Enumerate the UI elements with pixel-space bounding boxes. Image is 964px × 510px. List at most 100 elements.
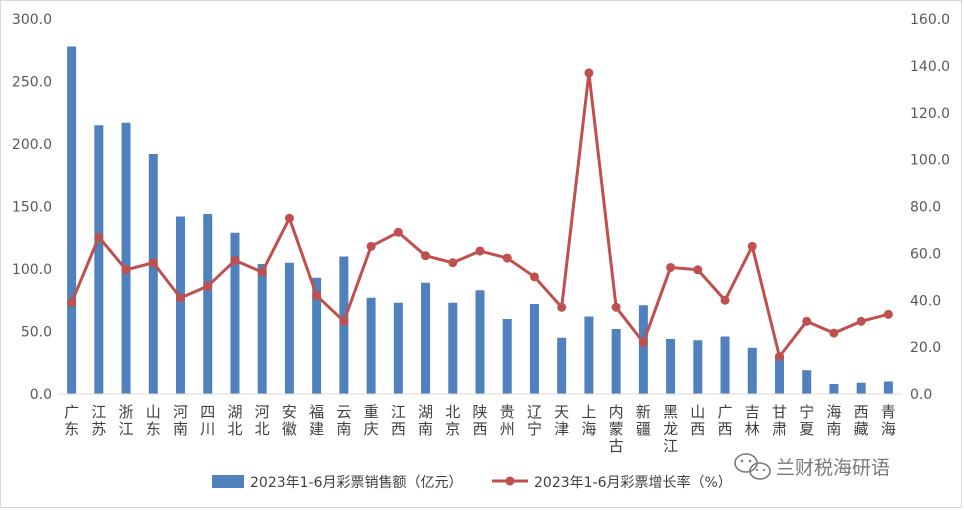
category-label: 浙江 [119, 403, 134, 438]
legend-bar-swatch [212, 475, 244, 488]
bar [611, 329, 621, 394]
category-label: 宁夏 [799, 403, 814, 438]
category-label: 江苏 [91, 403, 106, 438]
category-label: 江西 [391, 403, 406, 438]
category-label: 四川 [200, 403, 215, 438]
growth-point [883, 309, 893, 319]
category-label: 河南 [173, 403, 188, 438]
bar [883, 381, 893, 394]
right-tick-label: 100.0 [910, 153, 950, 169]
growth-point [720, 295, 730, 305]
category-label: 山东 [146, 403, 161, 438]
category-label: 北京 [445, 403, 460, 438]
legend: 2023年1-6月彩票销售额（亿元） 2023年1-6月彩票增长率（%） [212, 474, 732, 491]
bar [529, 304, 539, 394]
category-label: 陕西 [472, 403, 487, 438]
growth-point [829, 328, 839, 338]
growth-point [502, 253, 512, 263]
category-label: 山西 [690, 403, 705, 438]
category-label: 湖北 [227, 403, 242, 438]
wechat-icon [734, 453, 771, 480]
growth-point [774, 352, 784, 361]
left-tick-label: 300.0 [12, 12, 52, 28]
category-label: 湖南 [418, 403, 433, 438]
bar [856, 382, 866, 394]
right-tick-label: 160.0 [910, 12, 950, 28]
growth-point [67, 298, 77, 308]
bar [230, 232, 240, 394]
category-label: 安徽 [282, 403, 297, 438]
watermark: 兰财税海研语 [734, 453, 890, 480]
sales-bars [67, 46, 893, 394]
growth-point [393, 227, 403, 237]
growth-point [312, 291, 322, 301]
growth-point [747, 241, 757, 251]
growth-point [693, 265, 703, 275]
bar [666, 339, 676, 394]
category-label: 重庆 [364, 403, 379, 438]
growth-point [339, 316, 349, 326]
right-tick-label: 20.0 [910, 340, 941, 356]
bar [448, 302, 458, 394]
bar [284, 262, 294, 394]
right-axis-ticks: 0.0 20.0 40.0 60.0 80.0 100.0 120.0 140.0 160.0 [910, 12, 950, 403]
growth-point [230, 255, 240, 265]
bar [747, 347, 757, 394]
category-label: 青海 [881, 403, 896, 438]
growth-point [366, 241, 376, 251]
category-label: 广西 [718, 403, 733, 438]
legend-line-marker [505, 476, 515, 486]
left-tick-label: 250.0 [12, 75, 52, 91]
bar [94, 125, 104, 394]
growth-point [448, 258, 458, 268]
growth-point [257, 267, 267, 277]
bar [693, 340, 703, 394]
right-tick-label: 0.0 [910, 387, 932, 403]
bar [802, 370, 812, 394]
growth-point [121, 265, 131, 275]
growth-point [203, 281, 213, 291]
bar [502, 319, 512, 394]
growth-point [176, 293, 186, 303]
left-tick-label: 100.0 [12, 262, 52, 278]
category-label: 海南 [826, 403, 841, 438]
left-tick-label: 0.0 [30, 387, 52, 403]
bar [584, 316, 594, 394]
bar [203, 214, 213, 394]
bar [421, 282, 431, 394]
category-label: 新疆 [636, 403, 651, 438]
watermark-text: 兰财税海研语 [776, 457, 890, 479]
bar [774, 355, 784, 394]
category-label: 河北 [255, 403, 270, 438]
category-label: 广东 [64, 403, 79, 438]
category-label: 甘肃 [772, 403, 787, 438]
growth-point [557, 302, 567, 312]
category-label: 福建 [309, 403, 324, 438]
bar [121, 122, 131, 394]
category-label: 辽宁 [527, 403, 542, 438]
growth-point [611, 302, 621, 312]
right-tick-label: 40.0 [910, 293, 941, 309]
category-labels: 广东江苏浙江山东河南四川湖北河北安徽福建云南重庆江西湖南北京陕西贵州辽宁天津上海… [64, 403, 896, 455]
bar [67, 46, 77, 394]
left-tick-label: 200.0 [12, 137, 52, 153]
growth-point [475, 246, 485, 256]
bar [366, 297, 376, 394]
bar [393, 302, 403, 394]
growth-point [638, 337, 648, 347]
right-tick-label: 120.0 [910, 106, 950, 122]
growth-point [529, 272, 539, 282]
growth-point [421, 251, 431, 261]
bar [475, 290, 485, 394]
category-label: 内蒙古 [609, 403, 624, 455]
growth-point [284, 213, 294, 223]
bar [720, 336, 730, 394]
growth-point [856, 316, 866, 326]
right-tick-label: 80.0 [910, 200, 941, 216]
category-label: 西藏 [854, 403, 869, 438]
category-label: 吉林 [745, 403, 760, 438]
bar [176, 216, 186, 394]
left-axis-ticks: 0.0 50.0 100.0 150.0 200.0 250.0 300.0 [12, 12, 52, 403]
right-tick-label: 140.0 [910, 59, 950, 75]
